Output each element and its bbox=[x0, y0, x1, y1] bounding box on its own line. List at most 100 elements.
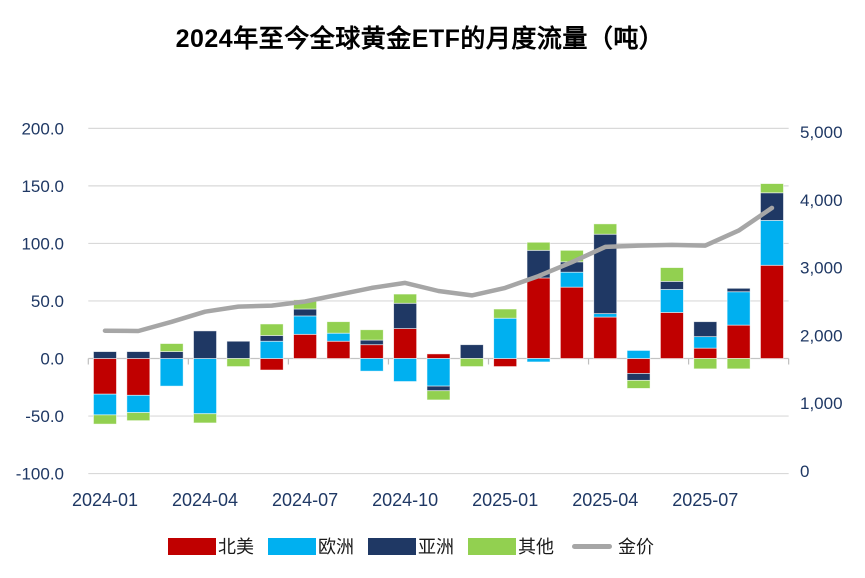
bar-segment-欧洲-2025-01 bbox=[493, 317, 518, 359]
x-axis-tick-label: 2024-04 bbox=[172, 490, 238, 510]
bar-segment-欧洲-2024-09 bbox=[359, 358, 384, 372]
left-axis-tick-label: -50.0 bbox=[25, 407, 64, 426]
chart-title: 2024年至今全球黄金ETF的月度流量（吨） bbox=[175, 25, 665, 53]
bar-segment-其他-2024-09 bbox=[359, 329, 384, 341]
bar-segment-北美-2024-01 bbox=[93, 358, 117, 395]
bar-segment-其他-2024-10 bbox=[393, 293, 418, 304]
legend-label-gold-price: 金价 bbox=[618, 537, 654, 557]
bar-segment-欧洲-2024-02 bbox=[126, 394, 151, 413]
bar-segment-欧洲-2024-06 bbox=[259, 340, 284, 359]
bar-segment-亚洲-2024-09 bbox=[359, 339, 384, 346]
bar-segment-其他-2024-02 bbox=[126, 412, 151, 422]
left-axis-tick-label: 150.0 bbox=[21, 177, 64, 196]
bar-segment-亚洲-2024-02 bbox=[126, 351, 151, 359]
bar-segment-北美-2025-09 bbox=[760, 264, 784, 359]
right-axis-tick-label: 2,000 bbox=[800, 326, 843, 345]
bar-segment-亚洲-2024-06 bbox=[259, 335, 284, 342]
right-axis-tick-label: 0 bbox=[800, 462, 809, 481]
legend-swatch-europe bbox=[268, 537, 316, 555]
legend-swatch-other bbox=[468, 537, 516, 555]
bar-segment-其他-2024-11 bbox=[426, 390, 451, 401]
bar-segment-欧洲-2024-08 bbox=[326, 332, 351, 342]
legend-item-north-america: 北美 bbox=[168, 533, 268, 559]
bar-segment-欧洲-2024-07 bbox=[293, 315, 317, 335]
bar-segment-北美-2024-08 bbox=[326, 340, 351, 359]
bar-segment-北美-2024-07 bbox=[293, 333, 317, 359]
bar-segment-亚洲-2025-07 bbox=[693, 321, 718, 338]
bar-segment-其他-2025-02 bbox=[526, 241, 551, 251]
right-axis-tick-label: 1,000 bbox=[800, 394, 843, 413]
bar-segment-其他-2025-07 bbox=[693, 358, 718, 370]
bar-segment-欧洲-2025-08 bbox=[726, 291, 751, 326]
bar-segment-其他-2025-05 bbox=[626, 379, 651, 389]
x-axis-tick-label: 2024-01 bbox=[72, 490, 138, 510]
legend: 北美 欧洲 亚洲 其他 金价 bbox=[168, 534, 654, 558]
bar-segment-北美-2025-02 bbox=[526, 277, 551, 359]
bar-segment-其他-2024-12 bbox=[459, 358, 484, 367]
left-axis-tick-label: 100.0 bbox=[21, 234, 64, 253]
bar-segment-欧洲-2025-09 bbox=[760, 220, 784, 266]
bar-segment-北美-2024-06 bbox=[259, 358, 284, 371]
x-axis-tick-label: 2025-01 bbox=[472, 490, 538, 510]
legend-label-north-america: 北美 bbox=[218, 537, 254, 557]
bar-segment-欧洲-2024-03 bbox=[159, 358, 184, 387]
legend-swatch-north-america bbox=[168, 537, 216, 555]
legend-item-gold-price: 金价 bbox=[568, 533, 654, 559]
bar-segment-亚洲-2024-10 bbox=[393, 302, 418, 329]
gold-price-line bbox=[102, 205, 775, 334]
bar-segment-北美-2025-06 bbox=[660, 312, 684, 359]
legend-label-other: 其他 bbox=[518, 537, 554, 557]
x-axis-tick-label: 2025-04 bbox=[572, 490, 638, 510]
left-axis-tick-label: -100.0 bbox=[16, 465, 64, 484]
bar-segment-北美-2025-03 bbox=[559, 286, 584, 359]
bar-segment-其他-2024-05 bbox=[226, 358, 251, 367]
right-axis-tick-label: 5,000 bbox=[800, 123, 843, 142]
bar-segment-亚洲-2024-04 bbox=[193, 330, 217, 359]
x-axis-tick-label: 2024-10 bbox=[372, 490, 438, 510]
legend-item-other: 其他 bbox=[468, 533, 568, 559]
bar-segment-北美-2025-08 bbox=[726, 324, 751, 359]
right-axis-tick-label: 3,000 bbox=[800, 259, 843, 278]
legend-item-asia: 亚洲 bbox=[368, 533, 468, 559]
legend-swatch-asia bbox=[368, 537, 416, 555]
bar-segment-亚洲-2024-01 bbox=[93, 351, 117, 359]
bar-segment-亚洲-2025-05 bbox=[626, 373, 651, 381]
bar-segment-亚洲-2024-11 bbox=[426, 385, 451, 392]
legend-label-europe: 欧洲 bbox=[318, 537, 354, 557]
bar-segment-欧洲-2025-03 bbox=[559, 271, 584, 288]
bar-segment-欧洲-2025-07 bbox=[693, 336, 718, 349]
bar-segment-其他-2025-09 bbox=[760, 183, 784, 194]
bar-segment-其他-2025-06 bbox=[660, 267, 684, 282]
bar-segment-欧洲-2025-02 bbox=[526, 358, 551, 363]
bar-segment-亚洲-2024-05 bbox=[226, 340, 251, 359]
bar-segment-其他-2024-03 bbox=[159, 343, 184, 352]
left-axis-tick-label: 50.0 bbox=[31, 292, 64, 311]
bar-segment-亚洲-2024-12 bbox=[459, 344, 484, 359]
legend-item-europe: 欧洲 bbox=[268, 533, 368, 559]
bar-segment-北美-2024-02 bbox=[126, 358, 151, 396]
bar-segment-其他-2025-04 bbox=[593, 223, 618, 235]
bar-segment-北美-2024-09 bbox=[359, 344, 384, 359]
bar-segment-其他-2024-06 bbox=[259, 323, 284, 336]
bar-segment-其他-2024-01 bbox=[93, 414, 117, 425]
bar-segment-亚洲-2025-06 bbox=[660, 280, 684, 290]
bar-segment-欧洲-2024-01 bbox=[93, 393, 117, 416]
bar-segment-欧洲-2024-04 bbox=[193, 358, 217, 415]
bar-segment-北美-2025-01 bbox=[493, 358, 518, 367]
bar-segment-欧洲-2025-06 bbox=[660, 289, 684, 313]
bar-segment-北美-2025-04 bbox=[593, 316, 618, 359]
left-axis-tick-label: 0.0 bbox=[40, 349, 64, 368]
bar-segment-亚洲-2025-08 bbox=[726, 287, 751, 293]
bar-segment-其他-2025-01 bbox=[493, 308, 518, 319]
bar-segment-北美-2025-05 bbox=[626, 358, 651, 374]
bar-segment-欧洲-2025-05 bbox=[626, 350, 651, 359]
bar-segment-北美-2024-10 bbox=[393, 328, 418, 359]
bar-segment-其他-2024-04 bbox=[193, 413, 217, 424]
bar-segment-其他-2024-08 bbox=[326, 321, 351, 334]
bar-segment-欧洲-2025-04 bbox=[593, 313, 618, 318]
bar-segment-北美-2025-07 bbox=[693, 347, 718, 359]
left-axis-tick-label: 200.0 bbox=[21, 119, 64, 138]
x-axis-tick-label: 2025-07 bbox=[672, 490, 738, 510]
bar-segment-欧洲-2024-10 bbox=[393, 358, 418, 382]
